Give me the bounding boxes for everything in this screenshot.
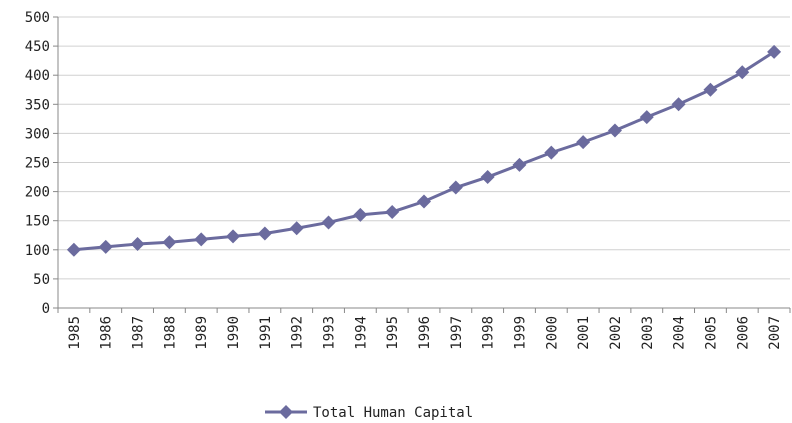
- point-marker: [226, 229, 241, 244]
- y-tick-label: 100: [25, 243, 50, 259]
- x-tick-label: 1989: [194, 316, 210, 350]
- x-tick-label: 1985: [67, 316, 83, 350]
- x-tick-label: 1991: [258, 316, 274, 350]
- x-tick-label: 1990: [226, 316, 242, 350]
- x-tick-label: 1993: [322, 316, 338, 350]
- legend-marker: [279, 405, 293, 419]
- point-marker: [639, 110, 654, 125]
- x-tick-label: 1996: [417, 316, 433, 350]
- y-tick-label: 400: [25, 68, 50, 84]
- x-tick-label: 1986: [99, 316, 115, 350]
- x-tick-label: 1997: [449, 316, 465, 350]
- y-tick-label: 250: [25, 156, 50, 172]
- series-line: [73, 50, 775, 252]
- x-tick-label: 2007: [767, 316, 783, 350]
- point-marker: [321, 215, 336, 230]
- x-tick-label: 1994: [353, 316, 369, 350]
- point-marker: [735, 65, 750, 80]
- point-marker: [767, 44, 782, 59]
- x-tick-label: 2006: [735, 316, 751, 350]
- x-tick-label: 1988: [162, 316, 178, 350]
- y-tick-label: 200: [25, 185, 50, 201]
- x-tick-label: 2001: [576, 316, 592, 350]
- y-tick-label: 350: [25, 97, 50, 113]
- x-tick-label: 2000: [544, 316, 560, 350]
- point-marker: [257, 226, 272, 241]
- point-marker: [385, 204, 400, 219]
- x-tick-label: 2004: [672, 316, 688, 350]
- point-marker: [130, 236, 145, 251]
- y-tick-label: 0: [42, 301, 50, 317]
- point-marker: [353, 207, 368, 222]
- x-tick-label: 1987: [131, 316, 147, 350]
- point-marker: [98, 239, 113, 254]
- point-marker: [417, 194, 431, 209]
- point-marker: [544, 145, 559, 160]
- x-tick-label: 1995: [385, 316, 401, 350]
- x-tick-label: 2002: [608, 316, 624, 350]
- point-marker: [671, 97, 686, 112]
- point-marker: [194, 232, 209, 247]
- point-marker: [703, 82, 718, 97]
- y-tick-label: 500: [25, 10, 50, 26]
- x-tick-label: 1992: [290, 316, 306, 350]
- point-marker: [480, 170, 495, 185]
- y-tick-label: 300: [25, 126, 50, 142]
- x-tick-label: 1998: [481, 316, 497, 350]
- point-marker: [66, 242, 81, 257]
- point-marker: [162, 235, 177, 250]
- x-tick-label: 1999: [512, 316, 528, 350]
- x-tick-label: 2003: [640, 316, 656, 350]
- point-marker: [448, 180, 463, 195]
- point-marker: [289, 221, 304, 236]
- point-marker: [607, 123, 622, 138]
- point-marker: [576, 135, 591, 150]
- y-tick-label: 450: [25, 39, 50, 55]
- point-marker: [512, 157, 527, 172]
- legend-label: Total Human Capital: [313, 405, 473, 421]
- y-tick-label: 50: [33, 272, 50, 288]
- x-tick-label: 2005: [703, 316, 719, 350]
- y-tick-label: 150: [25, 214, 50, 230]
